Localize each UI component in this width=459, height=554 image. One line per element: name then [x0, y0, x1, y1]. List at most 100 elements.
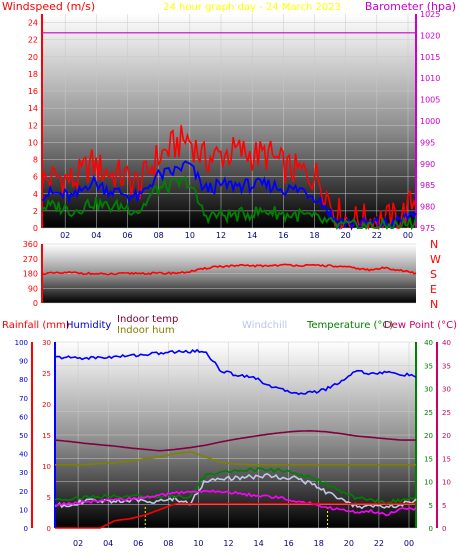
- wind-time-label: 08: [154, 231, 164, 240]
- wind-plot-area: [42, 14, 416, 228]
- wind-time-label: 10: [185, 231, 195, 240]
- barometer-tick-label: 1005: [420, 96, 440, 105]
- humidity-tick-labels: 0 5 10 15 20 25 30: [42, 339, 51, 533]
- windspeed-tick-label: 10: [28, 138, 38, 147]
- rain-tick-labels: 0 10 20 30 40 50 60 70 80 90 100: [15, 339, 28, 533]
- wind-grid: [42, 14, 416, 229]
- dewpoint-tick-label: 20: [442, 432, 451, 440]
- compass-label: S: [430, 268, 437, 281]
- wind-series: [41, 32, 417, 231]
- wind-time-label: 18: [309, 231, 319, 240]
- series-temperature-line: [54, 466, 417, 505]
- temperature-time-label: 18: [314, 539, 324, 548]
- rain-tick-label: 80: [19, 376, 28, 384]
- series-average-line: [41, 176, 417, 231]
- compass-label: E: [430, 283, 437, 296]
- windspeed-tick-label: 22: [28, 36, 38, 45]
- temperature-time-label: 10: [193, 539, 203, 548]
- windspeed-tick-label: 20: [28, 53, 38, 62]
- temperature-tick-label: 30: [424, 386, 433, 394]
- humidity-tick-label: 10: [42, 463, 51, 471]
- temperature-time-label: 20: [344, 539, 354, 548]
- windspeed-tick-label: 16: [28, 87, 38, 96]
- temperature-time-label: 14: [253, 539, 263, 548]
- windspeed-axis-title: Windspeed (m/s): [2, 0, 95, 13]
- windspeed-tick-label: 0: [33, 224, 38, 233]
- dewpoint-tick-label: 30: [442, 386, 451, 394]
- rain-tick-label: 20: [19, 488, 28, 496]
- rain-tick-label: 100: [15, 339, 28, 347]
- wind-time-label: 12: [216, 231, 226, 240]
- compass-label: N: [430, 238, 438, 251]
- series-indoor-temp-line: [54, 429, 416, 452]
- humidity-tick-label: 0: [47, 525, 51, 533]
- windspeed-tick-label: 12: [28, 121, 38, 130]
- windspeed-tick-label: 24: [28, 19, 38, 28]
- rain-tick-label: 0: [24, 525, 28, 533]
- barometer-tick-label: 1020: [420, 31, 440, 40]
- temperature-time-label: 16: [284, 539, 294, 548]
- temperature-time-label: 02: [73, 539, 83, 548]
- windspeed-tick-label: 4: [33, 190, 38, 199]
- direction-tick-label: 0: [33, 299, 38, 308]
- wind-time-label: 04: [91, 231, 101, 240]
- compass-label: N: [430, 298, 438, 311]
- humidity-axis-title: Humidity: [66, 320, 111, 331]
- humidity-tick-label: 15: [42, 432, 51, 440]
- rain-tick-label: 60: [19, 413, 28, 421]
- wind-time-label: 20: [341, 231, 351, 240]
- dewpoint-tick-label: 35: [442, 362, 451, 370]
- temperature-time-label: 08: [163, 539, 173, 548]
- wind-time-label: 02: [60, 231, 70, 240]
- rain-tick-label: 50: [19, 432, 28, 440]
- dewpoint-axis-title: Dew Point (°C): [384, 320, 457, 331]
- temperature-tick-label: 0: [429, 525, 433, 533]
- windspeed-tick-label: 14: [28, 104, 38, 113]
- temperature-time-labels: 02 04 06 08 10 12 14 16 18 20 22 00: [73, 539, 414, 548]
- barometer-tick-label: 985: [420, 181, 435, 190]
- wind-time-labels: 02 04 06 08 10 12 14 16 18 20 22 00: [60, 231, 413, 240]
- temperature-tick-label: 15: [424, 455, 433, 463]
- series-dew-point-line: [55, 489, 417, 517]
- rain-tick-label: 90: [19, 358, 28, 366]
- direction-tick-label: 270: [23, 255, 38, 264]
- wind-time-label: 22: [372, 231, 382, 240]
- temperature-tick-labels: 0 5 10 15 20 25 30 35 40: [424, 339, 433, 533]
- temperature-tick-label: 25: [424, 409, 433, 417]
- compass-label: W: [430, 253, 441, 266]
- dewpoint-tick-label: 0: [442, 525, 446, 533]
- barometer-tick-label: 995: [420, 138, 435, 147]
- barometer-tick-label: 1025: [420, 10, 440, 19]
- windspeed-tick-label: 6: [33, 173, 38, 182]
- barometer-tick-label: 990: [420, 160, 435, 169]
- temperature-tick-label: 40: [424, 339, 433, 347]
- temperature-tick-label: 5: [429, 502, 433, 510]
- wind-time-label: 00: [403, 231, 413, 240]
- series-indoor-hum-line: [55, 450, 416, 466]
- rain-tick-label: 40: [19, 451, 28, 459]
- humidity-tick-label: 25: [42, 370, 51, 378]
- barometer-tick-label: 980: [420, 203, 435, 212]
- temperature-time-label: 00: [404, 539, 414, 548]
- temperature-series: [54, 348, 417, 529]
- series-wind-line: [41, 160, 417, 231]
- temperature-tick-label: 35: [424, 362, 433, 370]
- temperature-time-label: 22: [374, 539, 384, 548]
- indoor-temp-legend: Indoor temp: [117, 314, 178, 325]
- dewpoint-tick-label: 5: [442, 502, 446, 510]
- humidity-tick-label: 20: [42, 401, 51, 409]
- series-wind-direction-line: [41, 263, 417, 276]
- barometer-axis-title: Barometer (hpa): [365, 0, 456, 13]
- direction-tick-label: 360: [23, 240, 38, 249]
- humidity-tick-label: 5: [47, 494, 51, 502]
- dewpoint-tick-label: 25: [442, 409, 451, 417]
- wind-time-label: 14: [247, 231, 257, 240]
- temperature-time-label: 12: [223, 539, 233, 548]
- windspeed-tick-label: 18: [28, 70, 38, 79]
- series-windchill-line: [54, 472, 417, 510]
- dewpoint-tick-label: 15: [442, 455, 451, 463]
- temperature-time-label: 06: [133, 539, 143, 548]
